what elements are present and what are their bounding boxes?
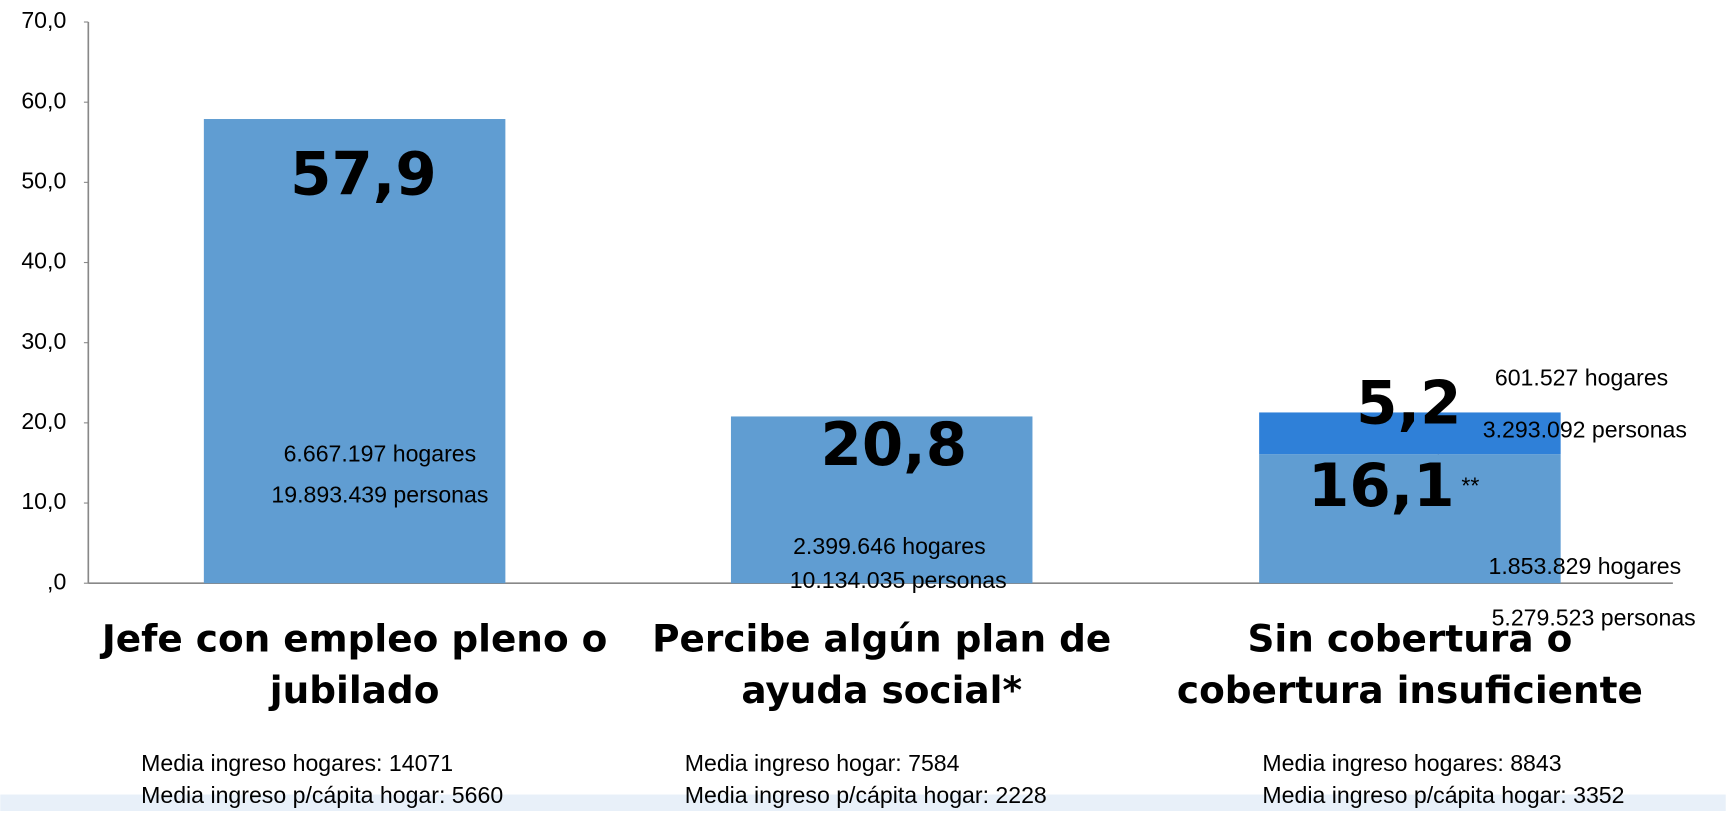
footnote: Media ingreso p/cápita hogar: 5660 xyxy=(141,782,503,808)
bar-segment xyxy=(1259,454,1561,584)
footnote: Media ingreso p/cápita hogar: 2228 xyxy=(685,782,1047,808)
annotation: 10.134.035 personas xyxy=(790,567,1007,593)
y-tick-label: 50,0 xyxy=(21,167,66,193)
data-label: 20,8 xyxy=(821,411,968,480)
label-line: Percibe algún plan de xyxy=(652,616,1111,660)
y-tick-label: 40,0 xyxy=(21,248,66,274)
annotation: 5.279.523 personas xyxy=(1492,605,1696,631)
y-tick-label: 30,0 xyxy=(21,328,66,354)
footnote: Media ingreso hogares: 14071 xyxy=(141,750,453,776)
annotation: 3.293.092 personas xyxy=(1483,416,1687,442)
x-tick-label: Sin cobertura o cobertura insuficiente xyxy=(1177,616,1643,712)
label-line: ayuda social* xyxy=(741,668,1022,712)
bar-segment xyxy=(1259,412,1561,455)
annotation: 6.667.197 hogares xyxy=(284,441,477,467)
y-tick-label: 20,0 xyxy=(21,408,66,434)
annotation: 1.853.829 hogares xyxy=(1489,553,1682,579)
data-label: 5,2 xyxy=(1356,369,1461,438)
annotation: 601.527 hogares xyxy=(1495,365,1668,391)
y-tick-label: 60,0 xyxy=(21,87,66,113)
data-label: 16,1 xyxy=(1308,452,1455,521)
bar-segment xyxy=(203,119,506,584)
label-line: cobertura insuficiente xyxy=(1177,668,1643,712)
footnote: Media ingreso p/cápita hogar: 3352 xyxy=(1262,782,1624,808)
annotation: ** xyxy=(1461,473,1479,499)
footnote: Media ingreso hogares: 8843 xyxy=(1262,750,1561,776)
footer-band xyxy=(0,794,1726,811)
y-tick-label: 70,0 xyxy=(21,7,66,33)
x-tick-label: Jefe con empleo pleno o jubilado xyxy=(99,616,608,712)
y-tick-label: 10,0 xyxy=(21,488,66,514)
footnote: Media ingreso hogar: 7584 xyxy=(685,750,960,776)
x-tick-label: Percibe algún plan de ayuda social* xyxy=(652,616,1111,712)
y-tick-label: ,0 xyxy=(47,568,66,594)
label-line: Sin cobertura o xyxy=(1247,616,1572,660)
label-line: Jefe con empleo pleno o xyxy=(99,616,608,660)
bar-segment xyxy=(730,416,1033,584)
annotation: 2.399.646 hogares xyxy=(793,533,986,559)
data-label: 57,9 xyxy=(290,140,437,209)
label-line: jubilado xyxy=(268,668,440,712)
annotation: 19.893.439 personas xyxy=(271,481,488,507)
